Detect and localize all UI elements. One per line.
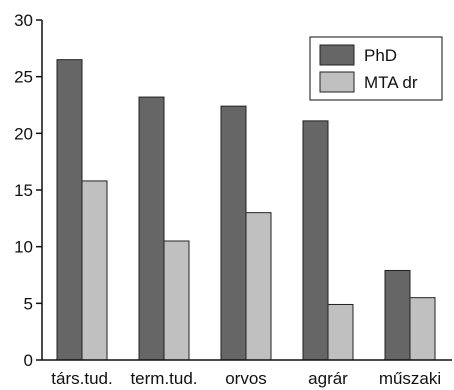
legend-label-0: PhD (364, 46, 397, 65)
bar-1-4 (409, 297, 436, 361)
bar-0-2 (220, 105, 247, 361)
bar-1-0 (81, 180, 108, 361)
bar-1-2 (245, 212, 272, 361)
bar-0-4 (384, 269, 411, 361)
x-category-label: agrár (308, 369, 348, 388)
bar-1-1 (163, 240, 190, 361)
x-category-label: orvos (225, 369, 267, 388)
x-category-label: társ.tud. (51, 369, 112, 388)
y-tick-label: 15 (14, 181, 33, 200)
y-axis-ticks: 0 5 10 15 20 25 30 (14, 11, 42, 370)
bar-0-1 (138, 96, 165, 361)
bar-0-3 (302, 120, 329, 361)
legend: PhD MTA dr (309, 36, 443, 101)
y-tick-label: 20 (14, 124, 33, 143)
y-tick-label: 0 (24, 351, 33, 370)
x-category-label: műszaki (379, 369, 441, 388)
legend-swatch-1 (319, 71, 355, 93)
bar-1-3 (327, 303, 354, 361)
legend-swatch-0 (319, 44, 355, 66)
y-tick-label: 25 (14, 68, 33, 87)
bar-0-0 (56, 59, 83, 361)
y-tick-label: 30 (14, 11, 33, 30)
x-category-label: term.tud. (130, 369, 197, 388)
y-tick-label: 5 (24, 294, 33, 313)
x-axis-labels: társ.tud. term.tud. orvos agrár műszaki (51, 369, 441, 388)
y-tick-label: 10 (14, 238, 33, 257)
legend-label-1: MTA dr (364, 73, 418, 92)
bar-group (56, 59, 436, 361)
